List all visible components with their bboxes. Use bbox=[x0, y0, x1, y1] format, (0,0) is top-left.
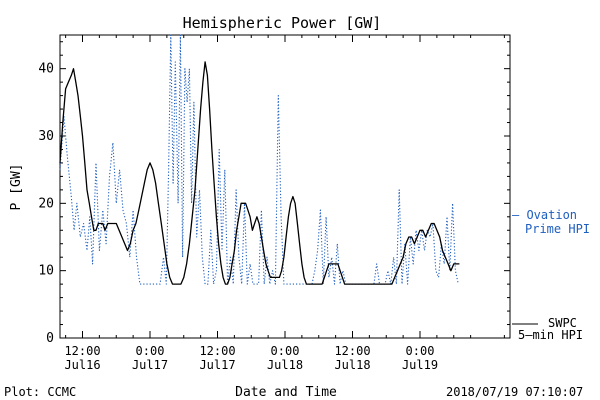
x-tick-date-label: Jul16 bbox=[64, 358, 100, 372]
x-axis-ticks: 12:00Jul160:00Jul1712:00Jul170:00Jul1812… bbox=[64, 35, 505, 372]
legend-swpc-line2: 5–min HPI bbox=[518, 328, 583, 342]
series-layer bbox=[59, 34, 460, 285]
x-tick-date-label: Jul17 bbox=[132, 358, 168, 372]
series-ovation-prime-line bbox=[59, 34, 459, 285]
y-axis-label: P [GW] bbox=[9, 164, 24, 211]
x-tick-date-label: Jul18 bbox=[267, 358, 303, 372]
legend-ovation-line1: – Ovation bbox=[512, 208, 577, 222]
x-tick-time-label: 0:00 bbox=[136, 344, 165, 358]
legend-ovation-line2: Prime HPI bbox=[525, 222, 590, 236]
x-tick-time-label: 0:00 bbox=[406, 344, 435, 358]
x-tick-date-label: Jul18 bbox=[334, 358, 370, 372]
x-tick-time-label: 0:00 bbox=[271, 344, 300, 358]
plot-credit: Plot: CCMC bbox=[4, 385, 76, 399]
y-tick-label: 30 bbox=[38, 129, 54, 144]
x-tick-date-label: Jul19 bbox=[402, 358, 438, 372]
plot-frame bbox=[59, 34, 511, 339]
x-tick-time-label: 12:00 bbox=[334, 344, 370, 358]
legend-ovation: – Ovation Prime HPI bbox=[512, 208, 590, 236]
y-axis-ticks: 0 10 20 30 40 bbox=[38, 41, 510, 346]
y-tick-label: 10 bbox=[38, 264, 54, 279]
y-tick-label: 20 bbox=[38, 196, 54, 211]
x-tick-time-label: 12:00 bbox=[199, 344, 235, 358]
series-swpc-line bbox=[59, 61, 460, 285]
y-tick-label: 0 bbox=[46, 331, 54, 346]
x-tick-date-label: Jul17 bbox=[199, 358, 235, 372]
y-tick-label: 40 bbox=[38, 62, 54, 77]
x-tick-time-label: 12:00 bbox=[64, 344, 100, 358]
legend-swpc: SWPC 5–min HPI bbox=[512, 316, 583, 342]
timestamp: 2018/07/19 07:10:07 bbox=[446, 385, 583, 399]
legend-swpc-line1: SWPC bbox=[548, 316, 577, 330]
chart-title: Hemispheric Power [GW] bbox=[183, 14, 382, 32]
x-axis-label: Date and Time bbox=[235, 385, 337, 400]
